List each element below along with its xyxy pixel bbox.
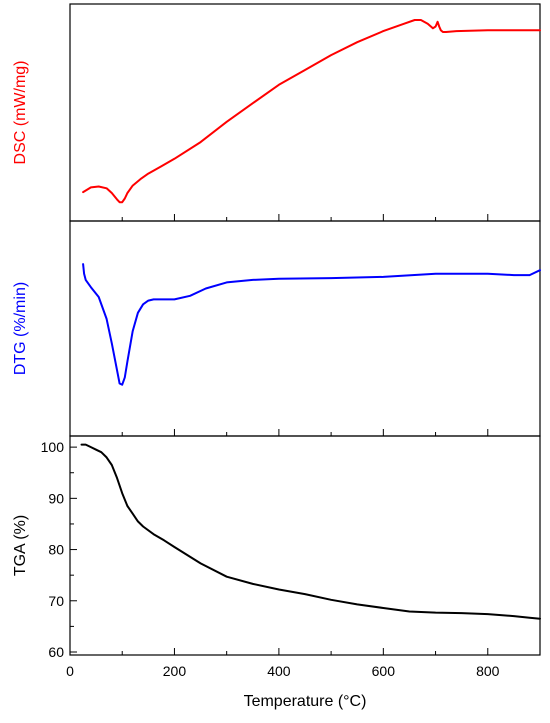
dtg-y-axis-label: DTG (%/min) (12, 282, 29, 375)
x-tick-label: 0 (66, 663, 74, 679)
x-tick-label: 600 (372, 663, 396, 679)
dsc-frame (69, 3, 541, 222)
tga-y-tick-label: 90 (48, 490, 64, 506)
dsc-y-axis-label: DSC (mW/mg) (12, 61, 29, 165)
tga-frame (69, 435, 541, 656)
x-tick-label: 200 (163, 663, 187, 679)
tga-y-tick-label: 100 (41, 439, 65, 455)
dtg-frame (69, 220, 541, 437)
tga-y-tick-label: 70 (48, 593, 64, 609)
dsc-panel: DSC (mW/mg) (12, 3, 541, 222)
dsc-curve (82, 19, 541, 204)
tga-curve (80, 443, 541, 620)
dtg-panel: DTG (%/min) (12, 220, 541, 437)
x-axis: 0 200 400 600 800 (66, 663, 500, 679)
x-tick-label: 800 (476, 663, 500, 679)
x-tick-label: 400 (267, 663, 291, 679)
dtg-curve (82, 263, 541, 386)
tga-y-axis-label: TGA (%) (12, 515, 29, 576)
x-axis-label: Temperature (°C) (244, 693, 367, 710)
tga-panel: 60 70 80 90 100 TGA (%) (12, 435, 541, 660)
tga-y-tick-label: 80 (48, 542, 64, 558)
tga-y-tick-label: 60 (48, 644, 64, 660)
